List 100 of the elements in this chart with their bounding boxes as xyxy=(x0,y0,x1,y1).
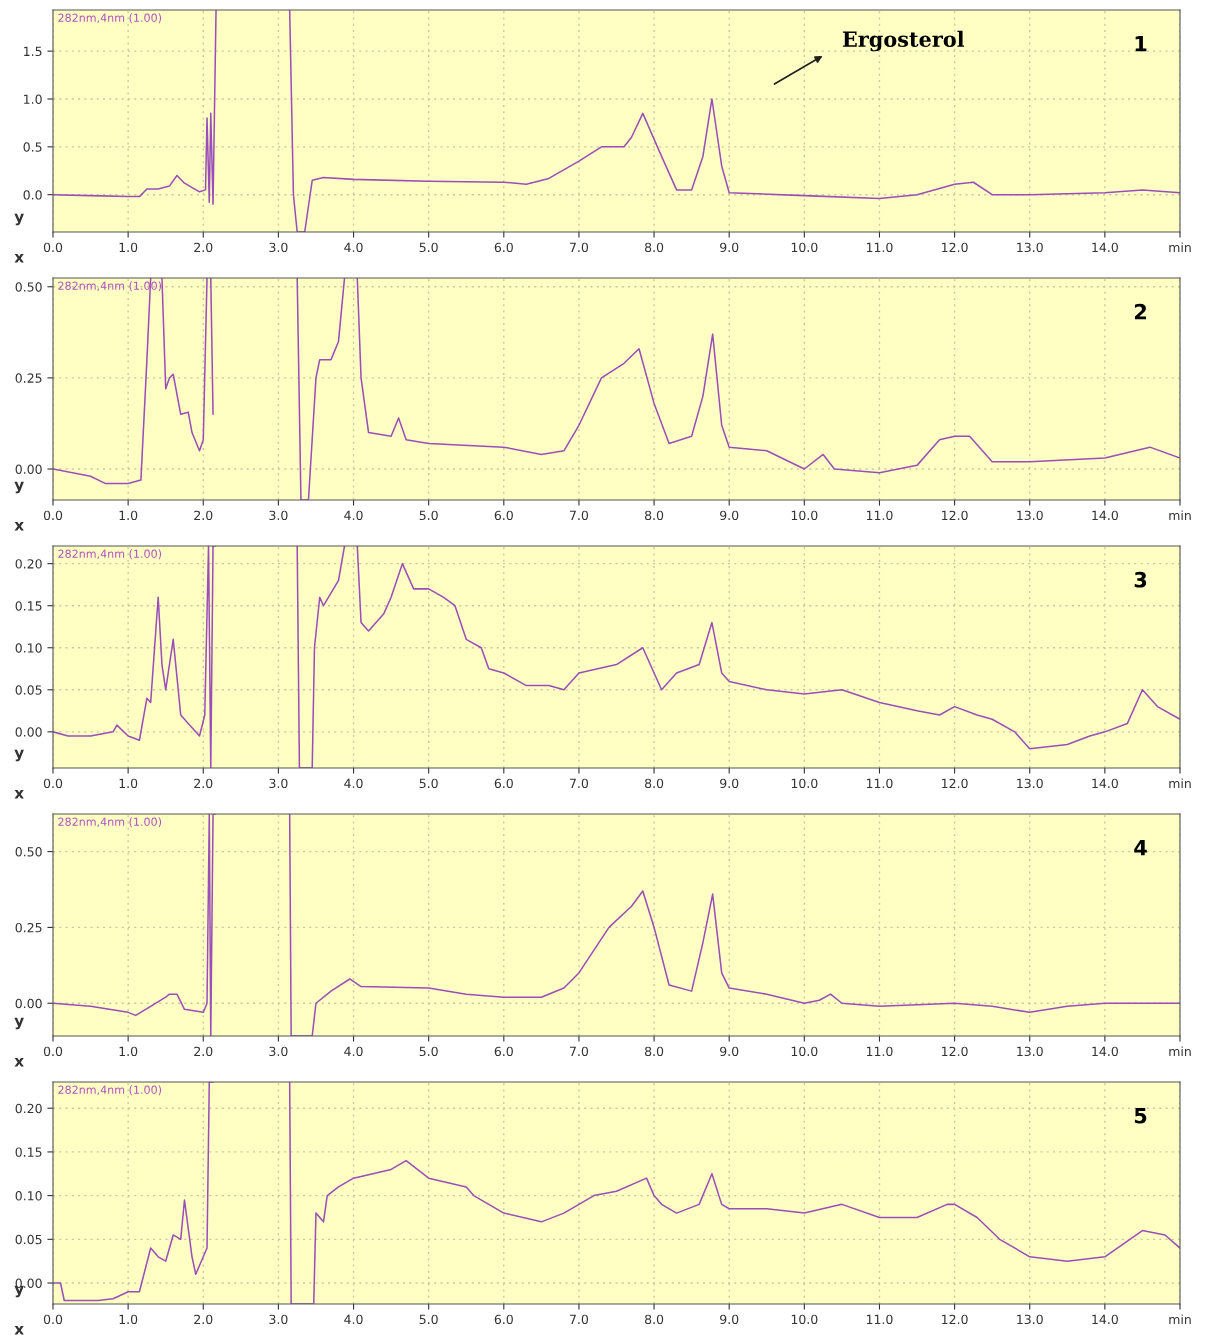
x-tick-label: 4.0 xyxy=(344,242,363,253)
x-tick-label: 2.0 xyxy=(194,1046,213,1057)
y-tick-label: 0.10 xyxy=(15,1191,42,1201)
x-tick-label: 7.0 xyxy=(570,1314,589,1325)
x-tick-label: 10.0 xyxy=(791,510,818,521)
x-tick-label: min xyxy=(1169,242,1191,252)
x-tick-label: min xyxy=(1169,778,1191,788)
annotation: 282nm,4nm (1.00) xyxy=(58,13,162,24)
x-tick-label: 12.0 xyxy=(942,510,968,521)
x-tick-label: 0.0 xyxy=(43,1046,63,1057)
y-tick-label: 0.15 xyxy=(15,1147,42,1157)
x-tick-label: 13.0 xyxy=(1017,242,1043,253)
x-tick-label: 12.0 xyxy=(942,1314,968,1325)
x-tick-label: min xyxy=(1169,1314,1191,1324)
x-tick-label: 2.0 xyxy=(194,242,213,253)
x-tick-label: 2.0 xyxy=(194,778,213,789)
x-tick-label: 9.0 xyxy=(720,1314,739,1325)
x-tick-label: 3.0 xyxy=(269,1046,288,1057)
x-axis-title: x xyxy=(14,790,24,799)
x-tick-label: 6.0 xyxy=(494,1314,513,1325)
x-tick-label: 14.0 xyxy=(1092,1314,1118,1325)
x-tick-label: 0.0 xyxy=(43,510,63,521)
x-tick-label: 11.0 xyxy=(866,778,893,789)
y-axis-title: y xyxy=(14,481,24,494)
annotation: 282nm,4nm (1.00) xyxy=(58,817,162,828)
x-tick-label: 3.0 xyxy=(269,1314,288,1325)
y-tick-label: 0.05 xyxy=(15,1234,42,1245)
y-tick-label: 0.25 xyxy=(15,922,42,933)
x-tick-label: 4.0 xyxy=(344,778,363,789)
x-axis-title: x xyxy=(14,522,24,531)
x-tick-label: 13.0 xyxy=(1017,1314,1043,1325)
annotation: 2 xyxy=(1134,303,1146,320)
x-tick-label: 4.0 xyxy=(344,1046,363,1057)
x-tick-label: 1.0 xyxy=(119,1314,138,1325)
x-tick-label: 10.0 xyxy=(791,1314,818,1325)
x-tick-label: 0.0 xyxy=(43,242,63,253)
y-tick-label: 0.15 xyxy=(15,601,42,611)
y-tick-label: 0.00 xyxy=(15,727,42,737)
annotation: 3 xyxy=(1134,571,1147,588)
x-tick-label: 7.0 xyxy=(570,778,589,789)
x-tick-label: 10.0 xyxy=(791,778,818,789)
x-axis-title: x xyxy=(14,254,24,263)
annotation: 282nm,4nm (1.00) xyxy=(58,549,162,560)
y-axis-title: y xyxy=(14,1017,24,1030)
x-tick-label: 4.0 xyxy=(344,1314,363,1325)
x-tick-label: 0.0 xyxy=(43,1314,63,1325)
x-tick-label: 1.0 xyxy=(119,510,138,521)
x-tick-label: 3.0 xyxy=(269,242,288,253)
x-tick-label: 8.0 xyxy=(644,510,664,521)
annotation: 1 xyxy=(1135,36,1147,52)
x-tick-label: 5.0 xyxy=(419,242,438,253)
x-tick-label: 11.0 xyxy=(866,242,893,253)
x-tick-label: 4.0 xyxy=(344,510,363,521)
y-tick-label: 0.10 xyxy=(15,643,42,653)
x-tick-label: 8.0 xyxy=(644,1046,664,1057)
x-tick-label: 9.0 xyxy=(720,778,739,789)
x-tick-label: 6.0 xyxy=(494,1046,513,1057)
x-tick-label: 8.0 xyxy=(644,1314,664,1325)
x-tick-label: 13.0 xyxy=(1017,1046,1043,1057)
x-tick-label: 10.0 xyxy=(791,1046,818,1057)
x-tick-label: 5.0 xyxy=(419,1046,438,1057)
x-tick-label: 7.0 xyxy=(570,242,589,253)
annotation: Ergosterol xyxy=(842,30,965,52)
x-tick-label: 13.0 xyxy=(1017,778,1043,789)
x-tick-label: 8.0 xyxy=(644,242,664,253)
y-tick-label: 0.50 xyxy=(15,282,42,292)
annotation: 5 xyxy=(1134,1108,1147,1124)
x-tick-label: 5.0 xyxy=(419,510,438,521)
x-tick-label: 5.0 xyxy=(419,778,438,789)
x-tick-label: 14.0 xyxy=(1092,242,1118,253)
y-tick-label: 0.00 xyxy=(15,998,42,1009)
x-tick-label: 11.0 xyxy=(866,510,893,521)
x-tick-label: 2.0 xyxy=(194,1314,213,1325)
y-tick-label: 1.5 xyxy=(24,46,42,57)
x-tick-label: 1.0 xyxy=(119,1046,138,1057)
x-tick-label: 6.0 xyxy=(494,510,513,521)
y-tick-label: 0.20 xyxy=(15,559,42,569)
x-tick-label: 9.0 xyxy=(720,1046,739,1057)
annotation: 282nm,4nm (1.00) xyxy=(58,1085,162,1096)
x-tick-label: min xyxy=(1169,1046,1191,1056)
x-tick-label: 12.0 xyxy=(942,242,968,253)
x-tick-label: 12.0 xyxy=(942,778,968,789)
x-tick-label: min xyxy=(1169,510,1191,520)
y-tick-label: 0.5 xyxy=(23,142,42,152)
x-tick-label: 0.0 xyxy=(43,778,63,789)
annotation: 4 xyxy=(1134,840,1147,856)
x-tick-label: 5.0 xyxy=(419,1314,438,1325)
x-tick-label: 6.0 xyxy=(494,242,513,253)
y-tick-label: 0.50 xyxy=(15,847,42,857)
x-tick-label: 6.0 xyxy=(494,778,513,789)
x-tick-label: 1.0 xyxy=(119,778,138,789)
x-tick-label: 3.0 xyxy=(269,510,288,521)
x-tick-label: 2.0 xyxy=(194,510,213,521)
y-tick-label: 0.0 xyxy=(23,190,42,200)
x-tick-label: 14.0 xyxy=(1092,778,1118,789)
x-tick-label: 11.0 xyxy=(866,1046,893,1057)
x-tick-label: 3.0 xyxy=(269,778,288,789)
x-tick-label: 8.0 xyxy=(644,778,664,789)
y-tick-label: 0.05 xyxy=(15,685,42,695)
y-axis-title: y xyxy=(14,749,24,762)
